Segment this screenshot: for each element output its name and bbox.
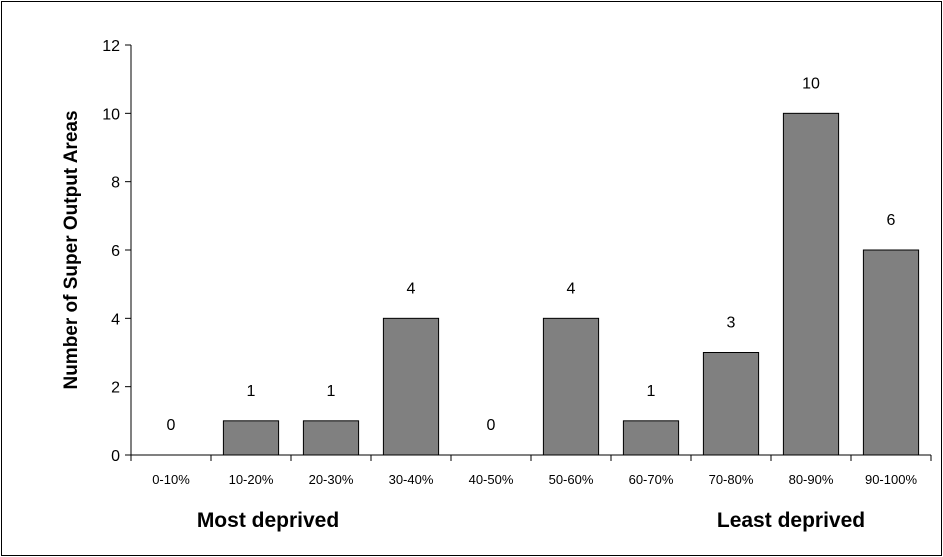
data-label: 1	[247, 383, 256, 400]
bar-60-70%	[622, 420, 680, 456]
x-tick-label: 0-10%	[152, 472, 190, 487]
bar-30-40%	[382, 317, 440, 456]
most-deprived-label: Most deprived	[197, 509, 339, 532]
y-tick-label: 10	[102, 106, 120, 123]
y-tick-label: 4	[111, 311, 120, 328]
bar-70-80%	[702, 352, 760, 456]
bar-50-60%	[542, 317, 600, 456]
x-tick-label: 70-80%	[709, 472, 754, 487]
y-tick-label: 8	[111, 175, 120, 192]
data-label: 0	[487, 417, 496, 434]
x-tick-label: 10-20%	[229, 472, 274, 487]
x-tick-label: 90-100%	[865, 472, 917, 487]
y-tick-label: 2	[111, 380, 120, 397]
least-deprived-label: Least deprived	[717, 509, 865, 532]
bar-90-100%	[862, 249, 920, 456]
x-tick-label: 80-90%	[789, 472, 834, 487]
bar-80-90%	[782, 112, 840, 456]
x-tick-label: 50-60%	[549, 472, 594, 487]
y-axis: 0 2 4 6 8 10 12	[102, 38, 132, 465]
data-label: 6	[887, 212, 896, 229]
data-label: 1	[647, 383, 656, 400]
data-label: 0	[167, 417, 176, 434]
y-tick-label: 12	[102, 38, 120, 55]
y-axis-title: Number of Super Output Areas	[61, 110, 82, 389]
y-tick-label: 6	[111, 243, 120, 260]
data-label: 4	[567, 280, 576, 297]
x-tick-label: 40-50%	[469, 472, 514, 487]
bar-20-30%	[302, 420, 360, 456]
bars	[222, 112, 920, 456]
x-tick-label: 30-40%	[389, 472, 434, 487]
data-label: 4	[407, 280, 416, 297]
bar-10-20%	[222, 420, 280, 456]
y-tick-label: 0	[111, 448, 120, 465]
x-tick-label: 20-30%	[309, 472, 354, 487]
x-axis: 0-10% 10-20% 20-30% 30-40% 40-50% 50-60% 60-70…	[130, 454, 932, 487]
data-label: 1	[327, 383, 336, 400]
data-label: 3	[727, 315, 736, 332]
x-tick-label: 60-70%	[629, 472, 674, 487]
data-label: 10	[802, 75, 820, 92]
data-labels: 0 1 1 4 0 4 1 3 10 6	[167, 75, 896, 434]
